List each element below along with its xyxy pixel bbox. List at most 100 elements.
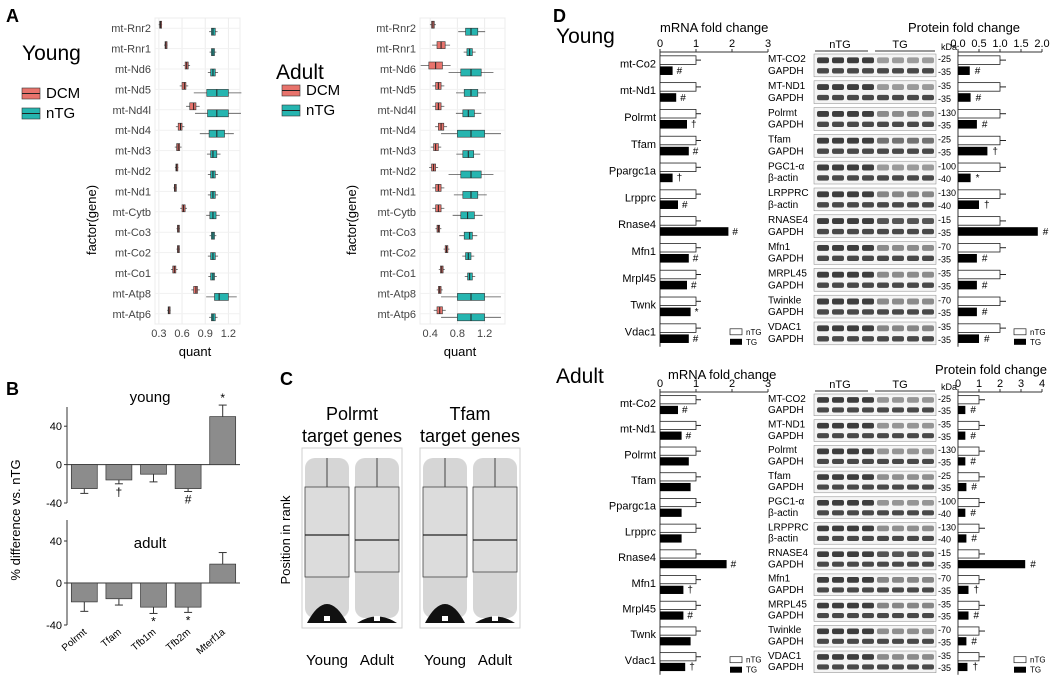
dy-mrna-bar-ntg [659, 189, 697, 199]
da-blot-kda-bottom: -35 [938, 637, 951, 647]
da-blot-band [907, 499, 919, 506]
da-blot-band [877, 577, 889, 583]
da-protein-bar-ntg [957, 549, 980, 559]
young-gene-label: mt-Rnr1 [111, 44, 151, 56]
dy-blot-band [892, 137, 904, 144]
da-protein-annotation: # [970, 456, 976, 467]
da-loading-band [847, 613, 859, 619]
dy-loading-band [862, 121, 874, 128]
da-mrna-bar-ntg [659, 626, 697, 636]
dy-blot-band [832, 191, 844, 198]
da-blot-band [892, 525, 904, 532]
dy-blot-band [892, 298, 904, 305]
da-mrna-bar-ntg [659, 472, 697, 482]
da-blot-kda-top: -130 [938, 445, 956, 455]
da-loading-band [892, 638, 904, 644]
da-blot-band [832, 525, 844, 532]
dy-protein-legend-ntg-swatch [1013, 328, 1027, 336]
dy-blot-band [862, 191, 874, 198]
da-blot-band [832, 628, 844, 635]
da-loading-band [922, 535, 934, 542]
da-mrna-label: Polrmt [624, 449, 656, 461]
dy-blot-band [817, 84, 829, 91]
dy-mrna-legend-tg-swatch [730, 338, 742, 345]
dy-protein-annotation: # [982, 280, 988, 291]
da-blot-protein-label: Twinkle [768, 625, 802, 636]
dy-blot-band [922, 244, 934, 251]
da-mrna-legend-tg-swatch [730, 666, 742, 673]
adult-xtick: 0.8 [450, 328, 465, 340]
dy-protein-tick-label: 0.5 [971, 38, 986, 50]
b-young-ytick-label: 0 [56, 460, 62, 472]
dy-blot-band [892, 164, 904, 171]
da-blot-band [922, 602, 934, 609]
dy-loading-band [832, 255, 844, 262]
da-loading-band [892, 613, 904, 619]
adult-gene-label: mt-Nd3 [380, 146, 416, 158]
dy-mrna-label: mt-Nd1 [620, 85, 656, 97]
dy-blot-kda-top: -130 [938, 188, 956, 198]
da-loading-band [892, 407, 904, 413]
dy-blot-band [922, 110, 934, 117]
dy-blot-control-label: β-actin [768, 173, 798, 184]
da-protein-legend-tg: TG [1030, 666, 1041, 675]
dy-blot-band [847, 271, 859, 278]
dy-blot-kda-bottom: -35 [938, 308, 951, 318]
c-polrmt-box [354, 486, 400, 573]
dy-loading-band [832, 282, 844, 288]
da-blot-band [847, 602, 859, 609]
adult-xtick: 1.2 [477, 328, 492, 340]
da-loading-band [817, 587, 829, 593]
dy-loading-band [907, 121, 919, 128]
dy-mrna-label: Vdac1 [625, 326, 656, 338]
b-adult-annotation: * [151, 614, 156, 628]
da-blot-control-label: GAPDH [768, 662, 804, 673]
da-mrna-bar-tg [660, 585, 684, 594]
da-loading-band [862, 433, 874, 439]
dy-loading-band [832, 336, 844, 342]
dy-blot-band [922, 57, 934, 64]
da-blot-kda-top: -35 [938, 651, 951, 661]
da-loading-band [847, 535, 859, 542]
da-blot-band [922, 499, 934, 506]
da-loading-band [817, 458, 829, 464]
da-blot-band [862, 628, 874, 635]
dy-mrna-annotation: # [682, 200, 688, 211]
c-polrmt-group-label: Adult [360, 652, 395, 669]
da-protein-bar-ntg [957, 523, 980, 533]
da-blot-protein-label: VDAC1 [768, 651, 802, 662]
dy-loading-band [922, 175, 934, 181]
da-protein-tick-label: 3 [1018, 378, 1024, 390]
dy-mrna-bar-tg [660, 66, 673, 75]
da-loading-band [892, 587, 904, 593]
c-tfam-title: Tfam [449, 404, 490, 424]
ylabel-adult: factor(gene) [344, 185, 359, 255]
dy-loading-band [862, 175, 874, 181]
da-blot-kda-top: -15 [938, 548, 951, 558]
da-loading-band [877, 407, 889, 413]
dy-blot-band [877, 137, 889, 144]
da-mrna-bar-ntg [659, 600, 697, 610]
da-mrna-tick-label: 1 [693, 378, 699, 390]
da-loading-band [847, 407, 859, 413]
dy-loading-band [817, 255, 829, 262]
da-blot-kda-bottom: -35 [938, 406, 951, 416]
da-blot-band [847, 525, 859, 532]
da-protein-tick-label: 2 [997, 378, 1003, 390]
da-loading-band [922, 561, 934, 567]
dy-loading-band [907, 336, 919, 342]
da-loading-band [832, 613, 844, 619]
da-blot-kda-bottom: -40 [938, 509, 951, 519]
da-blot-band [877, 474, 889, 480]
dy-loading-band [817, 175, 829, 181]
dy-blot-frame [813, 268, 937, 292]
da-loading-band [907, 613, 919, 619]
b-young-ytick-label: 40 [50, 421, 62, 433]
da-protein-annotation: † [972, 662, 978, 673]
dy-mrna-bar-ntg [659, 216, 697, 226]
da-blot-kda-bottom: -35 [938, 663, 951, 673]
da-blot-protein-label: LRPPRC [768, 522, 809, 533]
dy-protein-bar-ntg [957, 162, 1001, 173]
da-mrna-annotation: # [686, 431, 692, 442]
